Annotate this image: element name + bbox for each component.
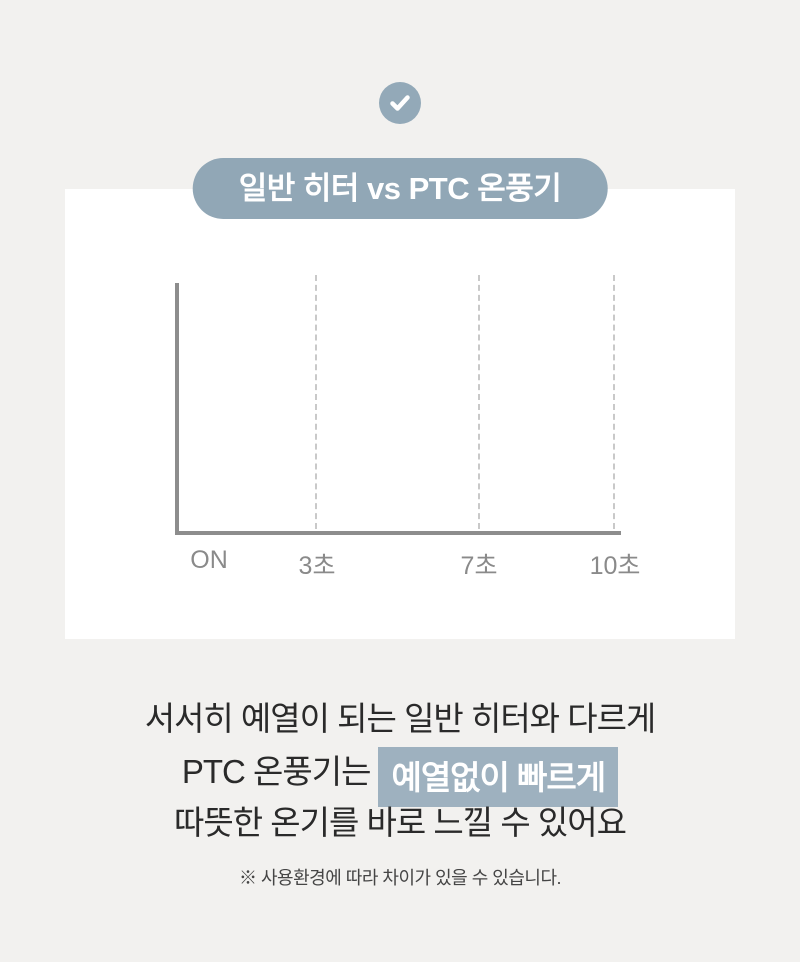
check-icon xyxy=(379,82,421,124)
caption-line-2: PTC 온풍기는 예열없이 빠르게 xyxy=(0,745,800,807)
x-tick-10s: 10초 xyxy=(589,552,641,580)
chart-x-axis xyxy=(175,531,621,535)
chart-card: ON 3초 7초 10초 xyxy=(65,189,735,639)
x-tick-3s: 3초 xyxy=(298,552,336,580)
chart-y-axis xyxy=(175,283,179,535)
disclaimer-footnote: ※ 사용환경에 따라 차이가 있을 수 있습니다. xyxy=(238,868,562,888)
comparison-badge: 일반 히터 vs PTC 온풍기 xyxy=(192,158,608,219)
caption-line-3: 따뜻한 온기를 바로 느낄 수 있어요 xyxy=(174,804,627,841)
gridline-10s xyxy=(613,275,615,529)
caption-line-1: 서서히 예열이 되는 일반 히터와 다르게 xyxy=(144,700,657,737)
x-tick-on: ON xyxy=(190,546,228,574)
gridline-7s xyxy=(478,275,480,529)
x-tick-7s: 7초 xyxy=(460,552,498,580)
gridline-3s xyxy=(315,275,317,529)
caption-highlight: 예열없이 빠르게 xyxy=(378,747,619,807)
heatup-time-chart: ON 3초 7초 10초 xyxy=(65,189,735,639)
caption-line-2-prefix: PTC 온풍기는 xyxy=(181,753,372,790)
